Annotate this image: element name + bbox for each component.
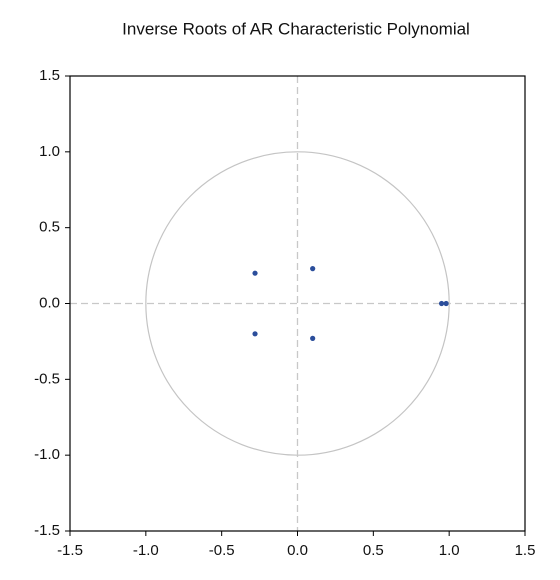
y-tick-label: 0.5 <box>39 219 60 236</box>
y-tick-label: -1.5 <box>34 522 60 539</box>
x-tick-label: 1.0 <box>439 542 460 559</box>
x-tick-label: 1.5 <box>515 542 536 559</box>
y-tick-label: 1.5 <box>39 67 60 84</box>
root-point <box>310 335 316 341</box>
y-tick-label: -0.5 <box>34 370 60 387</box>
root-point <box>310 266 316 272</box>
y-tick-label: 1.0 <box>39 143 60 160</box>
x-tick-label: 0.5 <box>363 542 384 559</box>
root-point <box>252 331 258 337</box>
y-tick-label: -1.0 <box>34 446 60 463</box>
x-tick-label: 0.0 <box>287 542 308 559</box>
x-tick-label: -0.5 <box>209 542 235 559</box>
root-point <box>438 300 445 307</box>
x-tick-label: -1.0 <box>133 542 159 559</box>
root-point <box>252 270 258 276</box>
x-tick-label: -1.5 <box>57 542 83 559</box>
root-point <box>443 300 449 307</box>
y-tick-label: 0.0 <box>39 294 60 311</box>
chart-title: Inverse Roots of AR Characteristic Polyn… <box>122 19 470 38</box>
